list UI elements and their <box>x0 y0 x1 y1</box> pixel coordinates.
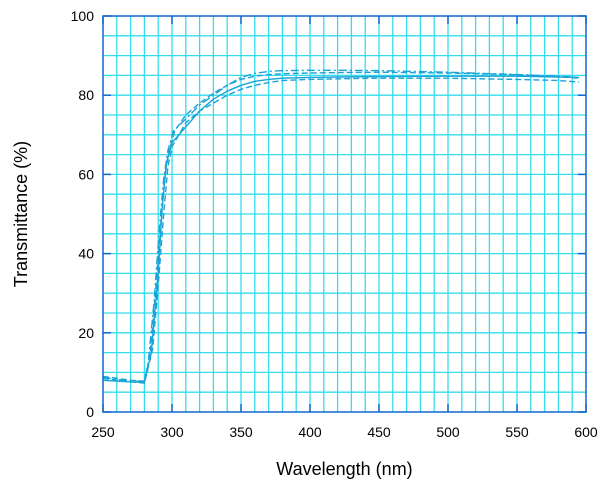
series-line-2 <box>102 71 580 382</box>
y-tick-label: 0 <box>86 404 94 420</box>
x-tick-label: 300 <box>160 424 184 440</box>
x-tick-label: 500 <box>436 424 460 440</box>
series-line-3 <box>102 77 580 384</box>
y-axis-title: Transmittance (%) <box>11 141 31 287</box>
plot-frame <box>102 15 587 413</box>
x-tick-label: 450 <box>367 424 391 440</box>
x-tick-label: 600 <box>574 424 598 440</box>
ticks <box>102 15 587 413</box>
series-group <box>102 69 580 384</box>
series-line-4 <box>102 69 580 383</box>
y-tick-label: 40 <box>78 246 94 262</box>
y-tick-label: 60 <box>78 166 94 182</box>
tick-labels: 250 300 350 400 450 500 550 600 0 20 40 60 80 100 <box>71 8 598 440</box>
x-axis-title: Wavelength (nm) <box>276 459 412 479</box>
y-tick-label: 100 <box>71 8 95 24</box>
x-tick-label: 400 <box>298 424 322 440</box>
grid <box>103 16 586 412</box>
y-tick-label: 80 <box>78 87 94 103</box>
x-tick-label: 350 <box>229 424 253 440</box>
x-tick-label: 550 <box>505 424 529 440</box>
series-line-1 <box>102 75 580 383</box>
x-tick-label: 250 <box>91 424 115 440</box>
y-tick-label: 20 <box>78 325 94 341</box>
